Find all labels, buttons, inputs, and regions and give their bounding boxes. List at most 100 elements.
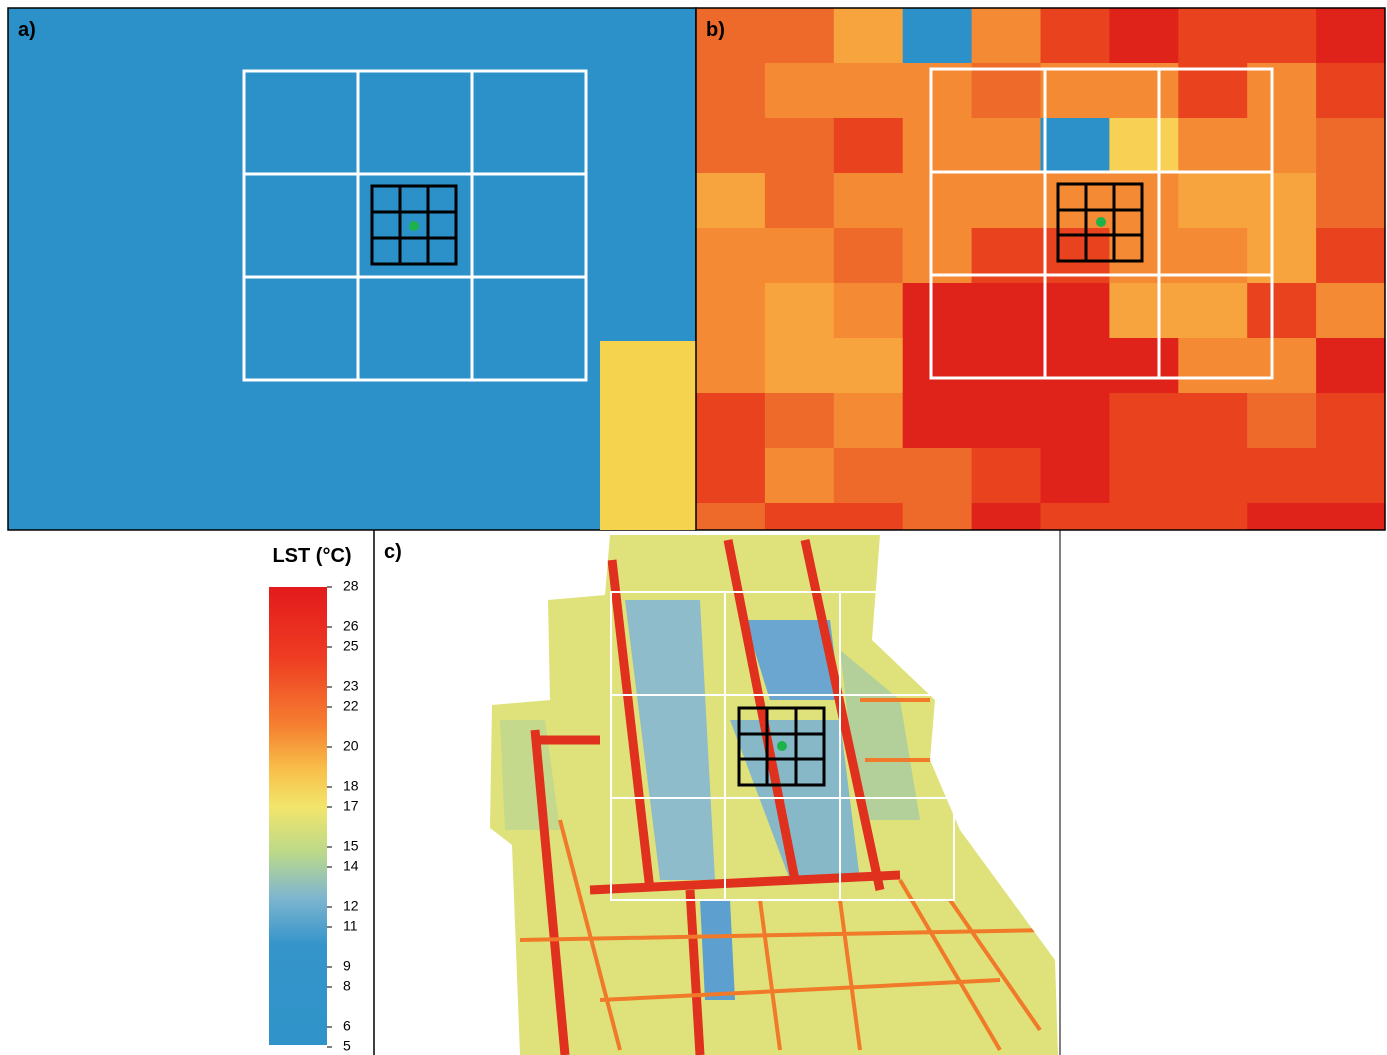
colorbar-tick-label: 23: [343, 678, 359, 694]
raster-cell: [1109, 338, 1178, 394]
raster-cell: [834, 173, 903, 229]
raster-cell: [903, 173, 972, 229]
colorbar-ramp: [269, 587, 327, 1045]
panel-label: a): [18, 19, 36, 41]
raster-cell: [1109, 8, 1178, 64]
raster-cell: [1316, 338, 1385, 394]
raster-cell: [696, 448, 765, 504]
raster-cell: [972, 448, 1041, 504]
raster-cell: [696, 228, 765, 284]
raster-cell: [834, 448, 903, 504]
raster-cell: [765, 228, 834, 284]
colorbar-tick-label: 11: [343, 918, 358, 934]
colorbar-tick-label: 25: [343, 638, 359, 654]
raster-cell: [1041, 448, 1110, 504]
colorbar-tick-label: 17: [343, 798, 359, 814]
raster-cell: [972, 283, 1041, 339]
raster-cell: [972, 63, 1041, 119]
raster-cell: [903, 338, 972, 394]
raster-cell: [765, 63, 834, 119]
raster-cell: [1247, 118, 1316, 174]
raster-cell: [696, 63, 765, 119]
panel-label: c): [384, 541, 402, 563]
raster-cell: [1041, 8, 1110, 64]
raster-cell: [1247, 338, 1316, 394]
raster-cell: [1316, 228, 1385, 284]
colorbar-tick-label: 8: [343, 978, 351, 994]
raster-cell: [972, 8, 1041, 64]
raster-cell: [903, 283, 972, 339]
colorbar-tick-label: 28: [343, 578, 359, 594]
raster-cell: [1041, 63, 1110, 119]
raster-cell: [1178, 118, 1247, 174]
colorbar-tick-label: 18: [343, 778, 359, 794]
raster-cell: [1247, 63, 1316, 119]
raster-cell: [1041, 283, 1110, 339]
colorbar-tick-label: 6: [343, 1018, 351, 1034]
raster-cell: [834, 228, 903, 284]
raster-cell: [972, 118, 1041, 174]
raster-cell: [1178, 63, 1247, 119]
raster-cell: [1316, 448, 1385, 504]
colorbar-tick-label: 9: [343, 958, 351, 974]
raster-cell: [1247, 283, 1316, 339]
colorbar-title: LST (°C): [272, 545, 351, 567]
raster-cell: [696, 393, 765, 449]
raster-cell: [972, 393, 1041, 449]
raster-cell: [765, 338, 834, 394]
raster-cell: [1178, 393, 1247, 449]
raster-cell: [765, 393, 834, 449]
raster-cell: [1178, 173, 1247, 229]
raster-cell: [1316, 393, 1385, 449]
raster-cell: [1316, 173, 1385, 229]
raster-cell: [765, 118, 834, 174]
raster-cell: [1247, 393, 1316, 449]
raster-cell: [834, 8, 903, 64]
panel-label: b): [706, 19, 725, 41]
raster-cell: [834, 63, 903, 119]
colorbar-tick-label: 20: [343, 738, 359, 754]
raster-cell: [834, 283, 903, 339]
raster-cell: [1247, 173, 1316, 229]
raster-cell: [765, 173, 834, 229]
colorbar-tick-label: 14: [343, 858, 359, 874]
raster-cell: [696, 118, 765, 174]
raster-cell: [1247, 448, 1316, 504]
raster-cell: [1109, 63, 1178, 119]
raster-cell: [834, 118, 903, 174]
raster-cell: [1109, 448, 1178, 504]
raster-cell: [972, 173, 1041, 229]
raster-cell: [696, 338, 765, 394]
raster-cell: [903, 393, 972, 449]
raster-cell: [1178, 8, 1247, 64]
raster-cell: [696, 173, 765, 229]
panel-b: b): [696, 8, 1386, 559]
raster-cell: [1247, 8, 1316, 64]
raster-cell: [1109, 118, 1178, 174]
raster-cell: [903, 8, 972, 64]
raster-cell: [972, 338, 1041, 394]
raster-cell: [1316, 63, 1385, 119]
raster-cell: [903, 118, 972, 174]
raster-cell: [1178, 283, 1247, 339]
raster-cell: [1178, 338, 1247, 394]
colorbar-tick-label: 15: [343, 838, 359, 854]
raster-cell: [1109, 283, 1178, 339]
raster-cell: [834, 393, 903, 449]
colorbar-tick-label: 26: [343, 618, 359, 634]
raster-cell: [696, 283, 765, 339]
panel-c: c): [374, 530, 1080, 1055]
panel-a: a): [8, 8, 696, 530]
raster-cell: [765, 448, 834, 504]
raster-cell: [1178, 448, 1247, 504]
raster-cell: [1041, 393, 1110, 449]
raster-cell: [1316, 8, 1385, 64]
raster-cell: [765, 283, 834, 339]
raster-cell: [903, 63, 972, 119]
colorbar-tick-label: 12: [343, 898, 359, 914]
colorbar-tick-label: 5: [343, 1038, 351, 1054]
raster-cell: [1041, 118, 1110, 174]
raster-cell: [1109, 393, 1178, 449]
raster-cell: [903, 448, 972, 504]
figure: a) b): [0, 0, 1387, 1055]
